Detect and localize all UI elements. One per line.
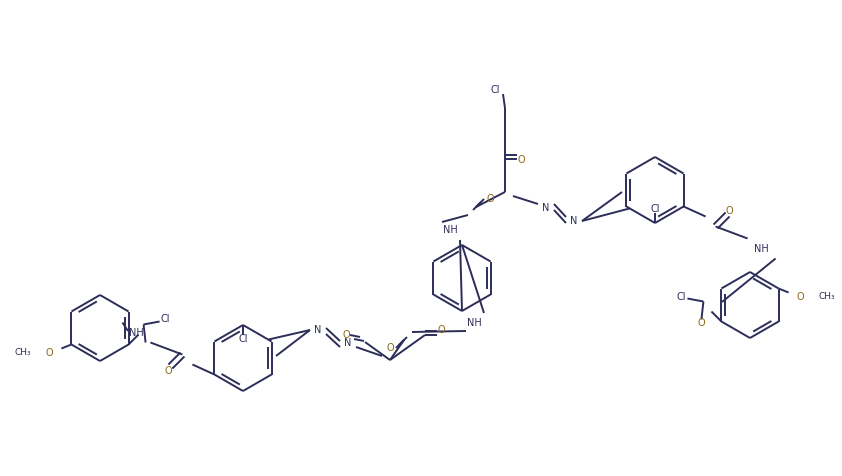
- Text: CH₃: CH₃: [15, 348, 31, 357]
- Text: O: O: [726, 206, 733, 216]
- Text: O: O: [45, 347, 53, 357]
- Text: NH: NH: [466, 318, 482, 328]
- Text: O: O: [342, 330, 349, 340]
- Text: NH: NH: [754, 244, 769, 254]
- Text: CH₃: CH₃: [818, 292, 835, 301]
- Text: Cl: Cl: [238, 334, 248, 344]
- Text: NH: NH: [443, 225, 457, 235]
- Text: N: N: [344, 338, 352, 348]
- Text: Cl: Cl: [650, 204, 660, 214]
- Text: O: O: [698, 318, 706, 328]
- Text: Cl: Cl: [491, 85, 500, 95]
- Text: N: N: [314, 325, 322, 335]
- Text: O: O: [486, 194, 493, 204]
- Text: NH: NH: [129, 327, 144, 337]
- Text: Cl: Cl: [161, 315, 170, 325]
- Text: O: O: [437, 325, 445, 335]
- Text: O: O: [517, 155, 525, 165]
- Text: N: N: [570, 216, 578, 226]
- Text: O: O: [386, 343, 394, 353]
- Text: O: O: [797, 291, 804, 301]
- Text: N: N: [542, 203, 550, 213]
- Text: O: O: [164, 366, 173, 376]
- Text: Cl: Cl: [677, 291, 686, 301]
